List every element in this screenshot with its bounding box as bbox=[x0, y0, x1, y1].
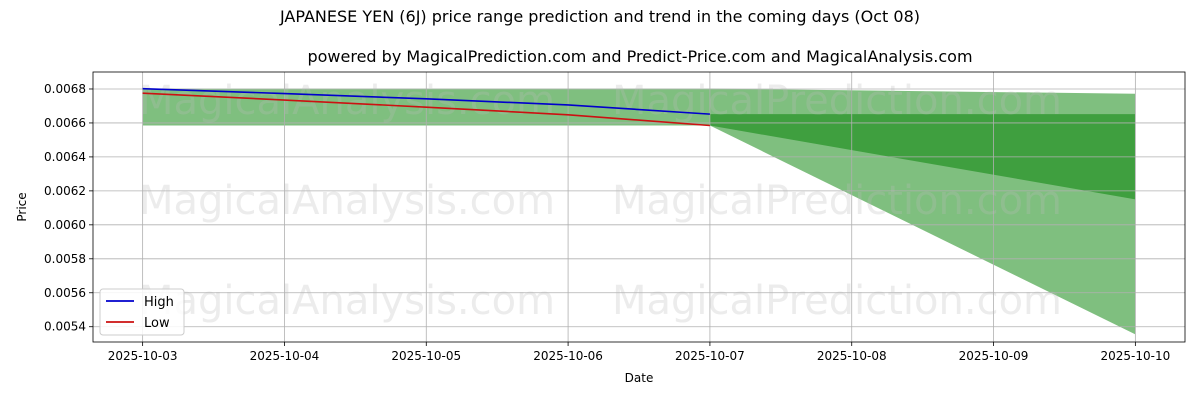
series-line-low bbox=[142, 92, 710, 127]
y-tick-label: 0.0062 bbox=[44, 184, 86, 198]
watermark-text: MagicalPrediction.com bbox=[612, 178, 1062, 224]
x-tick-label: 2025-10-04 bbox=[250, 349, 320, 363]
y-tick-label: 0.0056 bbox=[44, 286, 86, 300]
plot-area: MagicalAnalysis.com MagicalPrediction.com… bbox=[44, 71, 1186, 363]
watermark-text: MagicalPrediction.com bbox=[612, 278, 1062, 324]
x-tick-label: 2025-10-07 bbox=[675, 349, 745, 363]
watermark-text: MagicalAnalysis.com bbox=[139, 278, 555, 324]
watermark-text: MagicalAnalysis.com bbox=[139, 178, 555, 224]
y-tick-label: 0.0060 bbox=[44, 218, 86, 232]
x-tick-label: 2025-10-09 bbox=[959, 349, 1029, 363]
y-tick-label: 0.0054 bbox=[44, 320, 86, 334]
y-tick-label: 0.0066 bbox=[44, 116, 86, 130]
x-tick-label: 2025-10-06 bbox=[533, 349, 603, 363]
series-line-high bbox=[142, 87, 710, 115]
watermark-text: MagicalPrediction.com bbox=[612, 78, 1062, 124]
chart-title: JAPANESE YEN (6J) price range prediction… bbox=[279, 7, 920, 26]
x-tick-label: 2025-10-08 bbox=[817, 349, 887, 363]
x-tick-label: 2025-10-03 bbox=[108, 349, 178, 363]
y-tick-label: 0.0058 bbox=[44, 252, 86, 266]
axes-frame bbox=[92, 71, 1186, 343]
chart-subtitle: powered by MagicalPrediction.com and Pre… bbox=[307, 47, 972, 66]
x-tick-label: 2025-10-10 bbox=[1100, 349, 1170, 363]
x-axis-label: Date bbox=[625, 371, 654, 385]
legend-label-low: Low bbox=[144, 316, 170, 331]
x-tick-label: 2025-10-05 bbox=[391, 349, 461, 363]
y-tick-label: 0.0064 bbox=[44, 150, 86, 164]
y-axis-label: Price bbox=[15, 192, 29, 221]
legend-label-high: High bbox=[144, 295, 174, 310]
y-tick-label: 0.0068 bbox=[44, 82, 86, 96]
